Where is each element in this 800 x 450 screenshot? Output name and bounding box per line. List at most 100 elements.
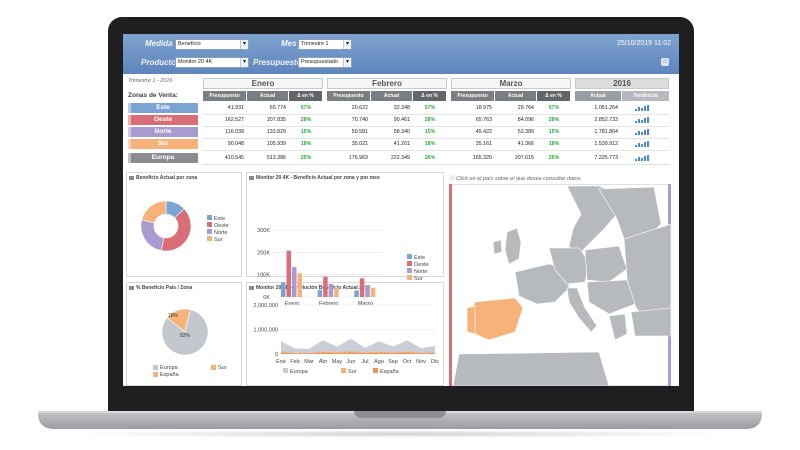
legend-swatch [207, 229, 212, 234]
producto-select[interactable]: Monitor 20 4K ▾ [175, 57, 249, 68]
medida-select[interactable]: Beneficio ▾ [175, 39, 249, 50]
sparkline-bar [638, 143, 640, 147]
sparkline-bar [641, 120, 643, 123]
chevron-down-icon: ▾ [240, 40, 248, 49]
table-cell: 18.975 [475, 105, 492, 111]
country-ireland[interactable] [492, 239, 503, 255]
bar-febrero-norte [328, 283, 334, 297]
zone-label-sur[interactable]: Sur [128, 139, 198, 149]
zone-stripe [128, 127, 131, 137]
zone-label-norte[interactable]: Norte [128, 127, 198, 137]
sparkline-bar [644, 130, 646, 135]
month-header-enero: Enero [203, 78, 323, 89]
table-cell: 41.366 [517, 141, 534, 147]
country-turkey[interactable] [630, 307, 671, 337]
zone-name: Este [156, 104, 170, 111]
trend-sparkline[interactable] [635, 116, 653, 123]
home-icon[interactable]: ⌂ [661, 58, 669, 66]
mes-select[interactable]: Trimestre 1 ▾ [298, 39, 352, 50]
y-tick-label: 0 [275, 352, 278, 358]
sparkline-bar [638, 119, 640, 123]
country-uk[interactable] [504, 227, 522, 265]
bar-febrero-oeste [323, 276, 328, 297]
presupuesto-select[interactable]: Presupuestado ▾ [298, 57, 352, 68]
legend-swatch [407, 254, 412, 259]
table-cell: 90.461 [393, 117, 410, 123]
bar-marzo-sur [370, 287, 376, 297]
table-cell: 15% [424, 129, 436, 135]
mes-value: Trimestre 1 [301, 41, 329, 47]
sparkline-bar [647, 141, 649, 147]
zone-label-europa[interactable]: Europa [128, 153, 198, 163]
zone-label-este[interactable]: Este [128, 103, 198, 113]
table-cell: 90.048 [227, 141, 244, 147]
trend-sparkline[interactable] [635, 128, 653, 135]
legend-label: Oeste [414, 262, 429, 268]
table-cell: 28% [300, 117, 312, 123]
sparkline-bar [635, 145, 637, 147]
donut-slice-sur [141, 200, 167, 224]
legend-label: Este [414, 255, 425, 261]
laptop-notch [354, 411, 446, 418]
table-cell: 35.161 [475, 141, 492, 147]
column-header: Δ en % [413, 91, 446, 101]
table-cell: 410.545 [224, 155, 244, 161]
zone-stripe [128, 115, 131, 125]
zone-stripe [128, 103, 131, 113]
x-tick-label: Mar [304, 359, 314, 365]
column-header: Presupuesto [203, 91, 246, 101]
sparkline-bar [635, 121, 637, 123]
map-hint-text: Click en el país sobre el que desee cons… [456, 176, 582, 182]
table-cell: 26% [548, 155, 560, 161]
legend-label: Sur [348, 369, 357, 375]
zone-name: Oeste [153, 116, 173, 123]
country-greece[interactable] [608, 313, 628, 341]
x-tick-label: Abr [319, 359, 328, 365]
country-poland[interactable] [584, 245, 628, 283]
country-france[interactable] [514, 263, 570, 305]
sparkline-bar [641, 144, 643, 147]
column-header: Actual [371, 91, 412, 101]
presupuesto-label: Presupuesto [253, 58, 302, 67]
trend-sparkline[interactable] [635, 104, 653, 111]
table-cell: 65.774 [269, 105, 286, 111]
table-cell: 18% [300, 141, 312, 147]
legend-swatch [283, 368, 288, 373]
table-cell: 7.225.773 [594, 155, 618, 161]
table-cell: 222.349 [390, 155, 410, 161]
chart-icon [249, 175, 254, 180]
legend-swatch [207, 222, 212, 227]
country-north-africa[interactable] [452, 351, 610, 386]
table-cell: 207.835 [266, 117, 286, 123]
trend-sparkline[interactable] [635, 140, 653, 147]
y-tick-label: 200K [257, 250, 270, 256]
chevron-down-icon: ▾ [240, 58, 248, 67]
legend-swatch [153, 372, 158, 377]
zone-label-oeste[interactable]: Oeste [128, 115, 198, 125]
table-cell: 52.389 [517, 129, 534, 135]
table-cell: 105.939 [266, 141, 286, 147]
country-germany[interactable] [548, 247, 590, 285]
country-balkans[interactable] [586, 279, 636, 315]
row-divider [203, 114, 669, 115]
legend-label: Norte [214, 230, 227, 236]
sparkline-bar [638, 107, 640, 111]
table-cell: 25% [300, 155, 312, 161]
column-header: Actual [575, 91, 621, 101]
table-cell: 84.096 [517, 117, 534, 123]
legend-swatch [211, 365, 216, 370]
country-portugal[interactable] [466, 305, 476, 335]
month-header-febrero: Febrero [327, 78, 447, 89]
column-header: Tendencia [622, 91, 669, 101]
x-tick-label: Ago [374, 359, 384, 365]
legend-swatch [207, 215, 212, 220]
presupuesto-value: Presupuestado [301, 59, 338, 65]
row-divider [203, 150, 669, 151]
chart-icon [129, 285, 134, 290]
table-cell: 2.852.733 [594, 117, 618, 123]
trend-sparkline[interactable] [635, 154, 653, 161]
period-label: Trimestre 1 - 2016 [128, 78, 173, 84]
table-cell: 28% [548, 117, 560, 123]
country-italy[interactable] [566, 287, 598, 333]
europe-map[interactable] [449, 184, 671, 386]
